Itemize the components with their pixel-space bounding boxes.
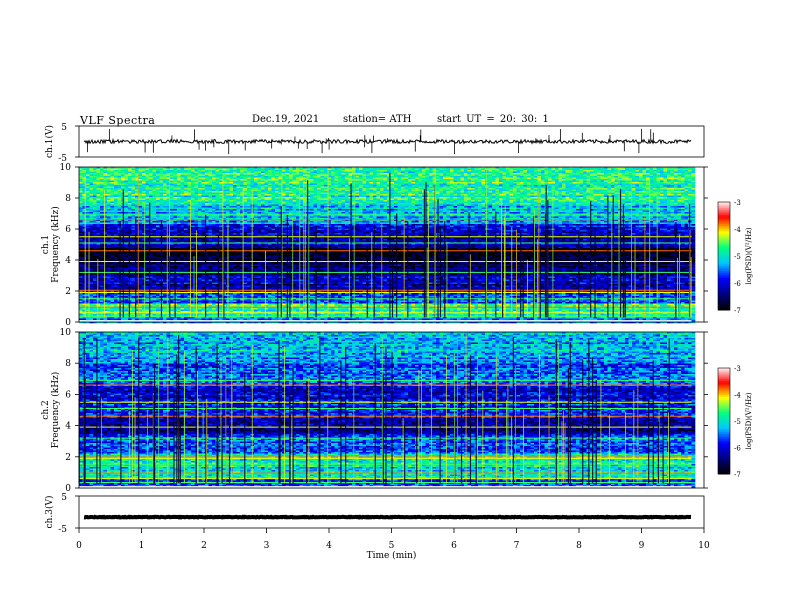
x-tick-label: 0 bbox=[76, 541, 82, 551]
ch1-spectrogram-colorbar-tick: -6 bbox=[734, 280, 741, 288]
ch3-voltage-frame bbox=[79, 496, 704, 528]
ch1-spectrogram-ytick-label: 2 bbox=[65, 287, 71, 297]
ch1-voltage-ylabel: ch.1(V) bbox=[44, 125, 55, 158]
ch3-voltage-ytick-bottom: -5 bbox=[58, 525, 67, 535]
x-tick-label: 3 bbox=[264, 541, 270, 551]
ch1-spectrogram-spectrogram bbox=[79, 167, 695, 323]
x-tick-label: 7 bbox=[514, 541, 520, 551]
x-tick-label: 10 bbox=[698, 541, 710, 551]
ch1-spectrogram-colorbar-tick: -5 bbox=[734, 253, 741, 261]
x-tick-label: 4 bbox=[326, 541, 332, 551]
ch2-spectrogram-ylabel-frequency: Frequency (kHz) bbox=[50, 372, 61, 449]
ch2-spectrogram-colorbar-tick: -3 bbox=[734, 365, 741, 373]
ch2-spectrogram-colorbar-cell bbox=[718, 368, 730, 370]
x-tick-label: 5 bbox=[389, 541, 395, 551]
ch1-spectrogram-colorbar-tick: -3 bbox=[734, 199, 741, 207]
ch2-spectrogram-ytick-label: 8 bbox=[65, 359, 71, 369]
ch1-spectrogram-ytick-label: 4 bbox=[65, 256, 71, 266]
ch1-spectrogram-colorbar-tick: -4 bbox=[734, 226, 741, 234]
ch2-spectrogram-ytick-label: 6 bbox=[65, 390, 71, 400]
ch1-spectrogram-colorbar-cell bbox=[718, 202, 730, 204]
ch3-voltage-ylabel: ch.3(V) bbox=[44, 496, 55, 529]
ch1-spectrogram-colorbar-label: log(PSD)(V²/Hz) bbox=[745, 227, 753, 284]
ch1-spectrogram-ylabel-frequency: Frequency (kHz) bbox=[50, 206, 61, 283]
ch2-spectrogram-ytick-label: 2 bbox=[65, 453, 71, 463]
ch2-spectrogram-colorbar-tick: -5 bbox=[734, 418, 741, 426]
ch1-spectrogram-colorbar-tick: -7 bbox=[734, 307, 741, 315]
ch2-spectrogram-ytick-label: 4 bbox=[65, 422, 71, 432]
ch2-spectrogram-ytick-label: 10 bbox=[60, 328, 72, 338]
ch1-spectrogram-ytick-label: 8 bbox=[65, 194, 71, 204]
ch3-voltage-series bbox=[84, 517, 691, 518]
x-axis-label: Time (min) bbox=[367, 550, 417, 561]
x-tick-label: 1 bbox=[139, 541, 145, 551]
ch2-spectrogram-colorbar-tick: -4 bbox=[734, 392, 741, 400]
ch2-spectrogram-spectrogram bbox=[79, 332, 695, 488]
x-tick-label: 2 bbox=[201, 541, 207, 551]
ch1-spectrogram-ytick-label: 10 bbox=[60, 163, 72, 173]
ch2-spectrogram-colorbar-tick: -7 bbox=[734, 471, 741, 479]
ch3-voltage-ytick-top: 5 bbox=[61, 493, 67, 503]
ch1-voltage-ytick-top: 5 bbox=[61, 123, 67, 133]
x-tick-label: 6 bbox=[451, 541, 457, 551]
ch2-spectrogram-ylabel-channel: ch.2 bbox=[41, 400, 51, 419]
x-tick-label: 8 bbox=[576, 541, 582, 551]
ch1-spectrogram-ytick-label: 0 bbox=[65, 318, 71, 328]
ch2-spectrogram-colorbar-tick: -6 bbox=[734, 445, 741, 453]
ch1-spectrogram-ylabel-channel: ch.1 bbox=[41, 235, 51, 254]
ch1-spectrogram-ytick-label: 6 bbox=[65, 225, 71, 235]
x-tick-label: 9 bbox=[639, 541, 645, 551]
ch2-spectrogram-colorbar-label: log(PSD)(V²/Hz) bbox=[745, 392, 753, 449]
